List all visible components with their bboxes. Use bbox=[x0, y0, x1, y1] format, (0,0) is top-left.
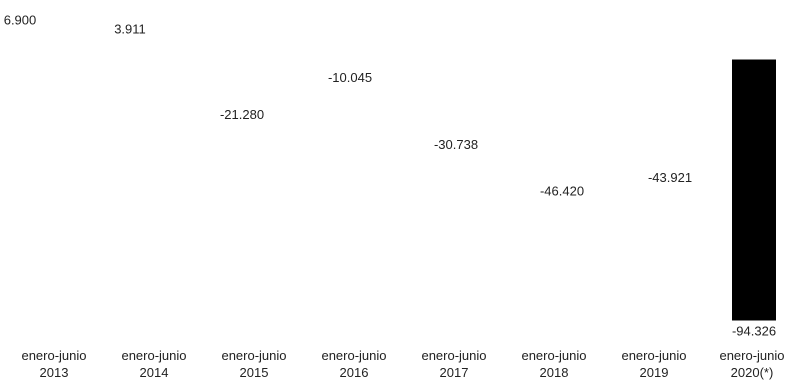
category-labels-layer: enero-junio 2013 enero-junio 2014 enero-juni… bbox=[21, 348, 784, 380]
category-label-2-line-0: enero-junio bbox=[221, 348, 286, 363]
category-label-0-line-1: 2013 bbox=[40, 365, 69, 380]
category-label-1-line-0: enero-junio bbox=[121, 348, 186, 363]
value-label-5: -46.420 bbox=[540, 183, 584, 198]
category-label-5-line-0: enero-junio bbox=[521, 348, 586, 363]
category-label-2-line-1: 2015 bbox=[240, 365, 269, 380]
category-label-3-line-0: enero-junio bbox=[321, 348, 386, 363]
value-label-6: -43.921 bbox=[648, 170, 692, 185]
value-label-3: -10.045 bbox=[328, 70, 372, 85]
value-label-1: 3.911 bbox=[114, 22, 146, 37]
category-label-7-line-0: enero-junio bbox=[719, 348, 784, 363]
bars-layer bbox=[732, 59, 776, 321]
category-label-3-line-1: 2016 bbox=[340, 365, 369, 380]
category-label-6-line-0: enero-junio bbox=[621, 348, 686, 363]
value-label-2: -21.280 bbox=[220, 107, 264, 122]
category-label-5-line-1: 2018 bbox=[540, 365, 569, 380]
category-label-6-line-1: 2019 bbox=[640, 365, 669, 380]
value-labels-layer: 6.900 3.911 -21.280 -10.045 -30.738 -46.420 -4… bbox=[4, 13, 776, 339]
value-label-4: -30.738 bbox=[434, 137, 478, 152]
value-label-7: -94.326 bbox=[732, 324, 776, 339]
bar-7 bbox=[732, 59, 776, 321]
category-label-0-line-0: enero-junio bbox=[21, 348, 86, 363]
category-label-1-line-1: 2014 bbox=[140, 365, 169, 380]
category-label-4-line-1: 2017 bbox=[440, 365, 469, 380]
category-label-4-line-0: enero-junio bbox=[421, 348, 486, 363]
value-label-0: 6.900 bbox=[4, 13, 37, 28]
category-label-7-line-1: 2020(*) bbox=[731, 365, 774, 380]
